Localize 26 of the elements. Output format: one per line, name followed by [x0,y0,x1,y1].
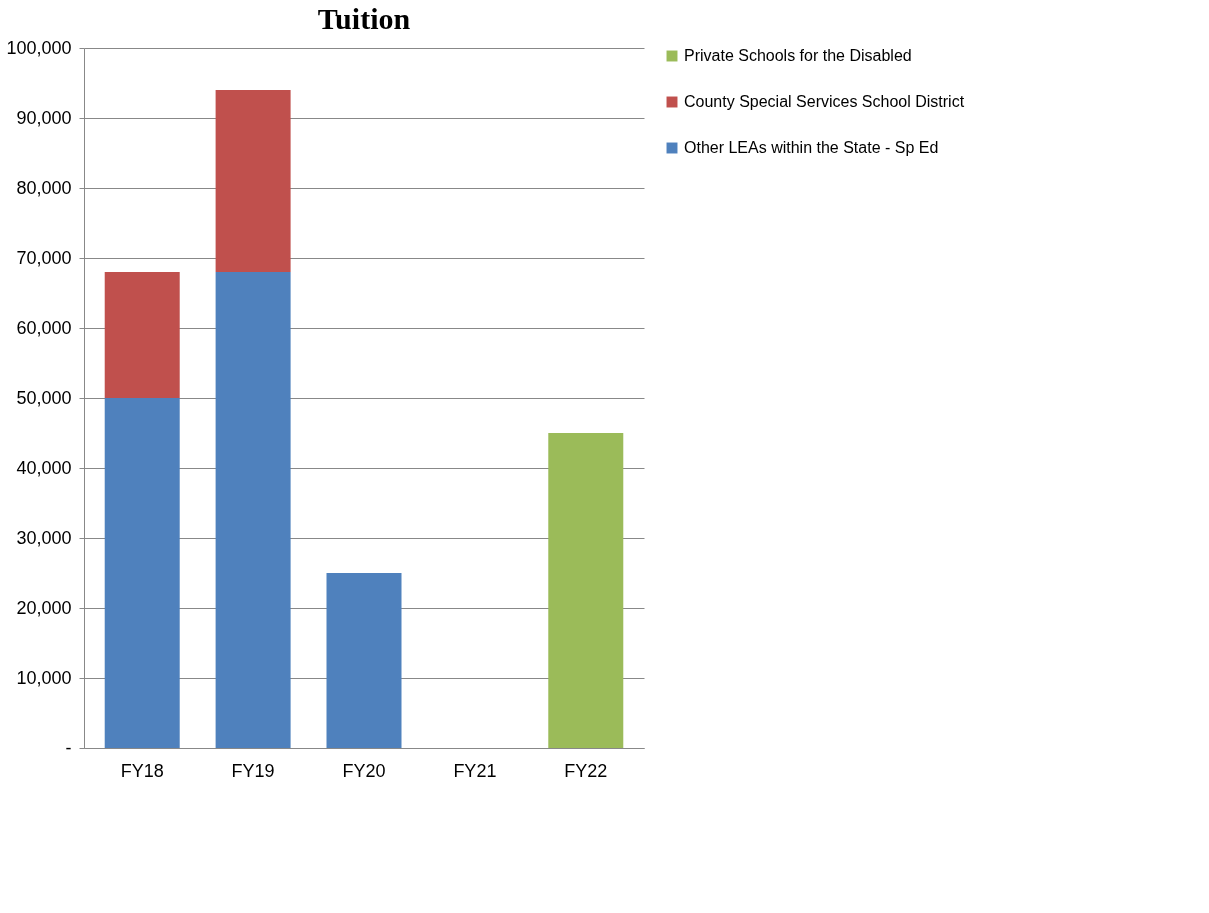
y-tick-label: 40,000 [16,457,72,478]
y-tick-label: 20,000 [16,597,72,618]
bar [215,90,291,272]
y-tick-label: 90,000 [16,107,72,128]
y-tick-label: - [65,737,72,758]
x-tick-label: FY20 [342,760,386,781]
chart-title: Tuition [317,2,411,35]
x-tick-label: FY21 [453,760,497,781]
bar [104,272,180,398]
y-tick-label: 80,000 [16,177,72,198]
bar [326,573,402,748]
bar [215,272,291,748]
bar [548,433,624,748]
legend-label: County Special Services School District [684,93,965,110]
y-tick-label: 70,000 [16,247,72,268]
x-tick-label: FY19 [231,760,275,781]
bar [104,398,180,748]
legend-label: Private Schools for the Disabled [684,47,912,64]
y-tick-label: 10,000 [16,667,72,688]
y-tick-label: 30,000 [16,527,72,548]
y-tick-label: 100,000 [6,37,72,58]
x-tick-label: FY18 [120,760,164,781]
x-tick-label: FY22 [564,760,608,781]
legend-label: Other LEAs within the State - Sp Ed [684,139,939,156]
y-tick-label: 50,000 [16,387,72,408]
y-tick-label: 60,000 [16,317,72,338]
